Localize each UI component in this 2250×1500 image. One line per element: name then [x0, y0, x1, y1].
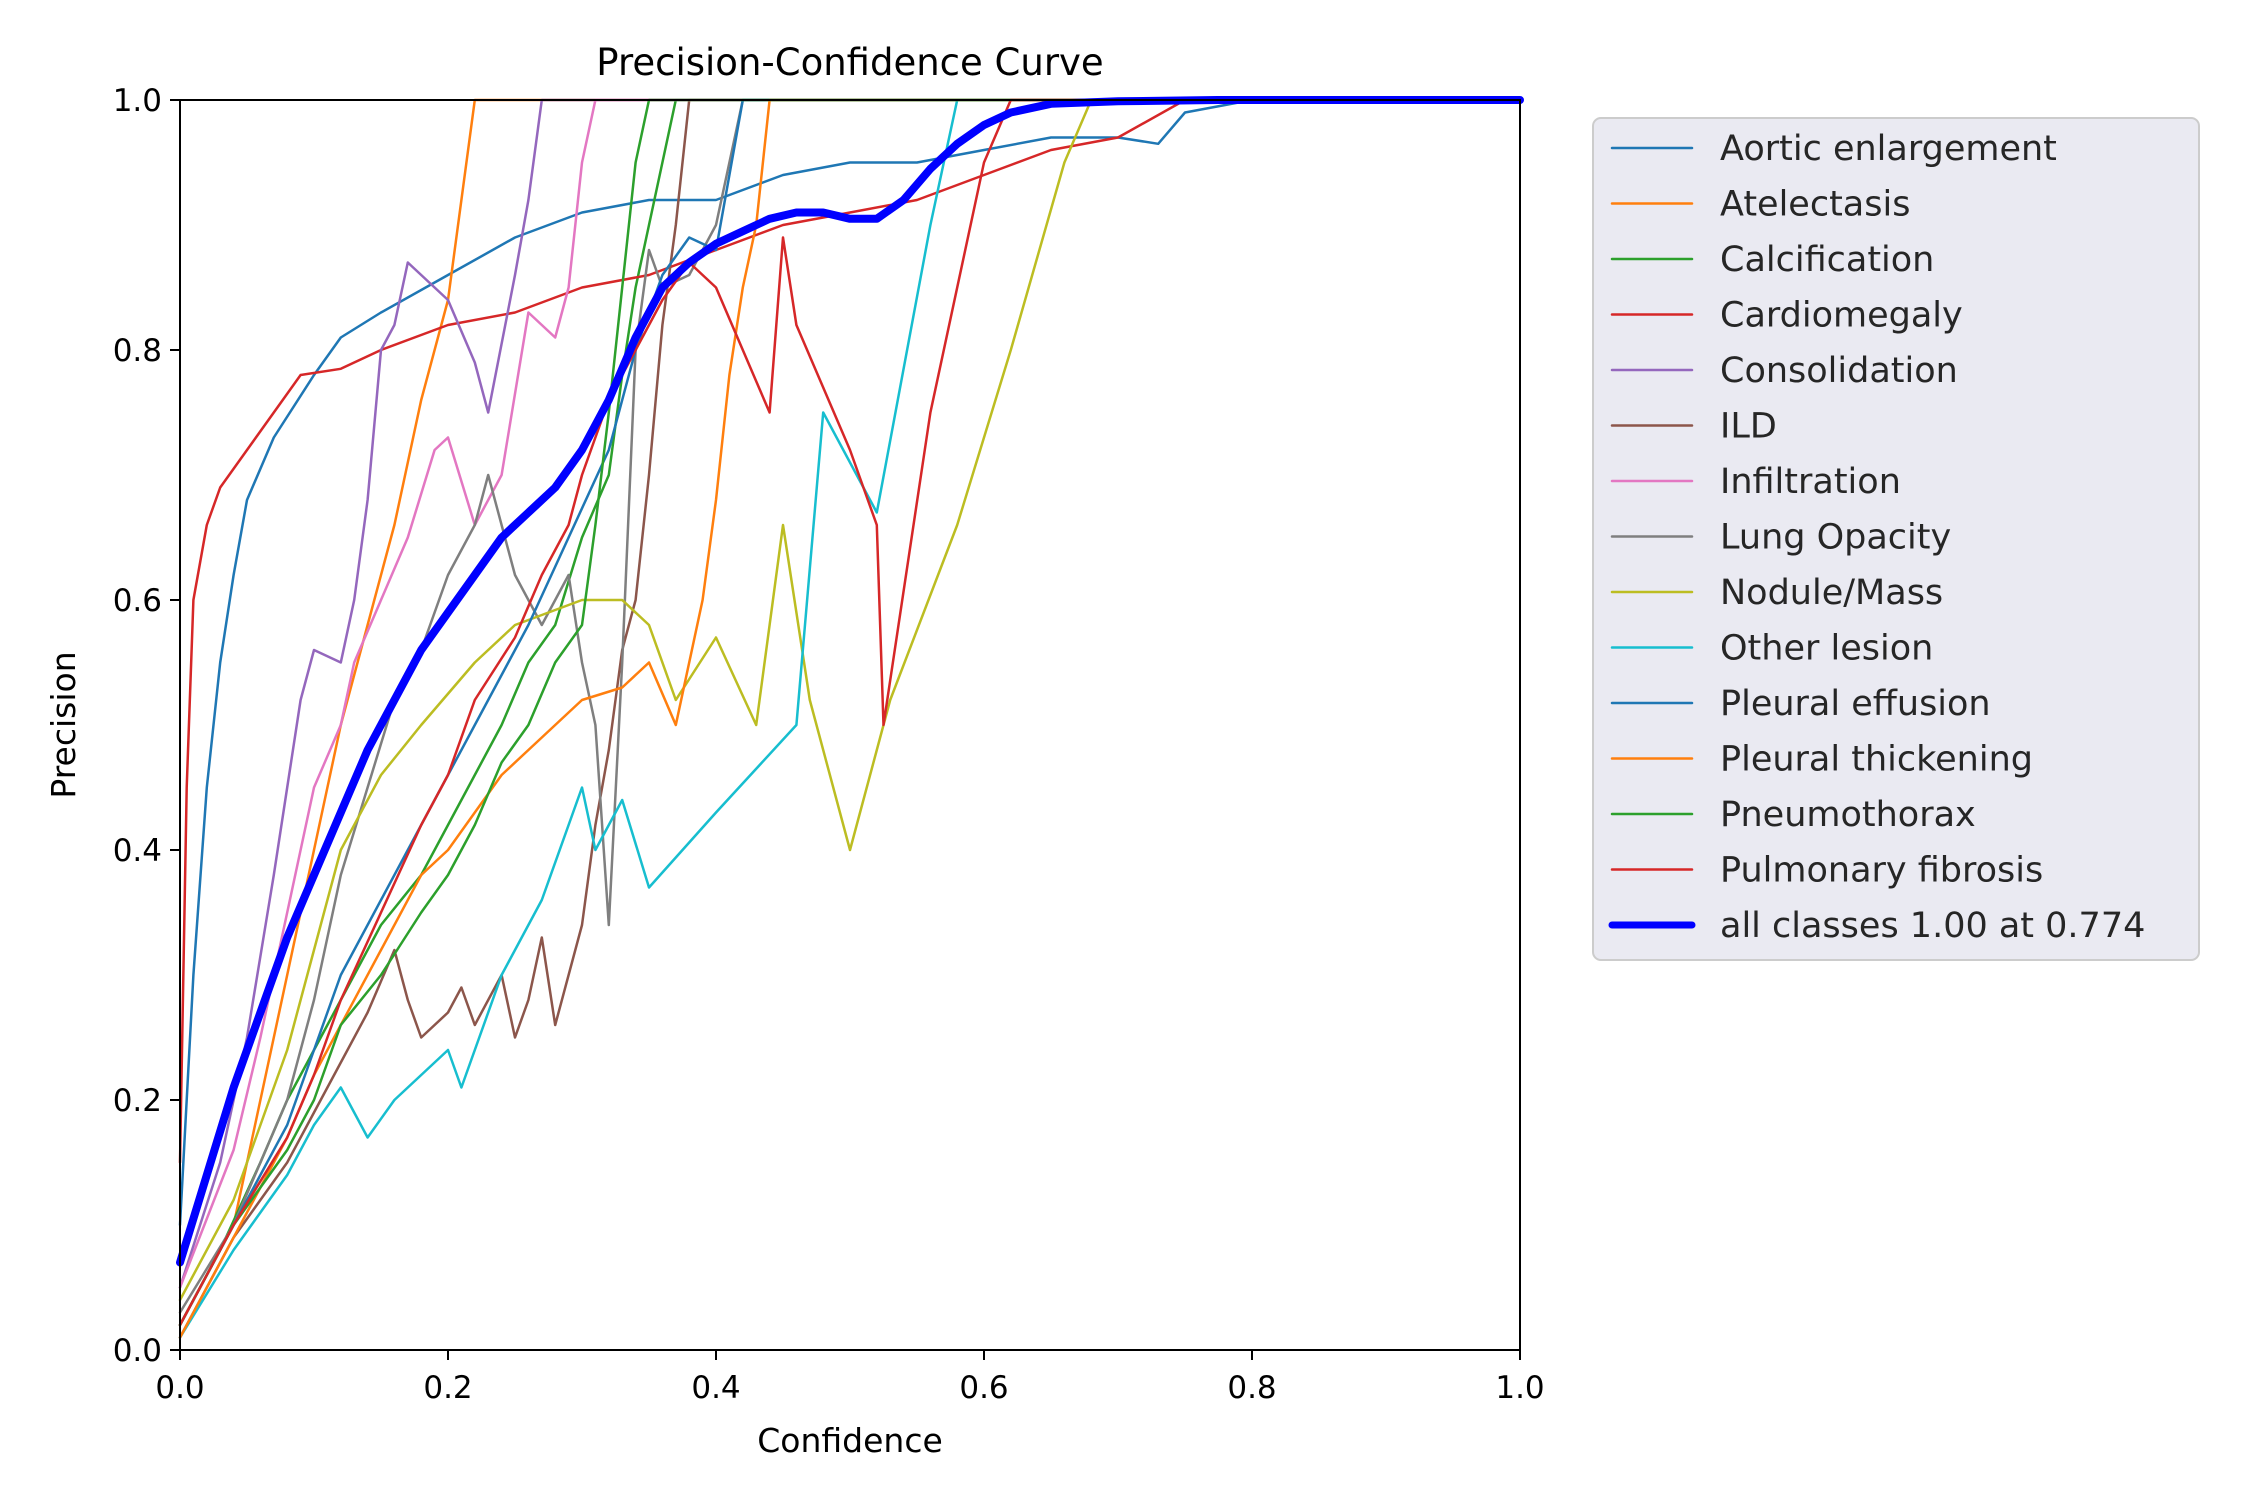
series-line-ild — [178, 98, 1522, 1339]
legend-item: Atelectasis — [1610, 185, 1910, 225]
legend-label: Lung Opacity — [1720, 518, 1951, 558]
legend-label: Aortic enlargement — [1720, 129, 2057, 169]
legend-label: Infiltration — [1720, 462, 1901, 502]
series-line-infiltration — [178, 98, 1522, 1289]
series-line-pneumothorax — [178, 98, 1522, 1327]
legend-item: Consolidation — [1610, 351, 1958, 391]
legend-label: Cardiomegaly — [1720, 296, 1963, 336]
legend-item: Pulmonary fibrosis — [1610, 851, 2043, 891]
legend-label: ILD — [1720, 407, 1777, 447]
series-layer — [176, 96, 1524, 1339]
y-axis-title: Precision — [44, 651, 83, 798]
plot-background — [180, 100, 1520, 1350]
series-line-pleural-effusion — [178, 98, 1522, 1327]
legend-item: Calcification — [1610, 240, 1934, 280]
legend-item: Nodule/Mass — [1610, 573, 1943, 613]
legend-label: Pulmonary fibrosis — [1720, 851, 2043, 891]
y-tick-label: 0.6 — [113, 583, 162, 619]
x-tick-label: 0.0 — [155, 1370, 204, 1406]
series-line-all-classes-1-00-at-0-774 — [176, 96, 1524, 1267]
plot-area — [176, 96, 1524, 1351]
legend-item: Pleural thickening — [1610, 740, 2033, 780]
legend-item: Pleural effusion — [1610, 684, 1991, 724]
x-tick-label: 0.6 — [959, 1370, 1008, 1406]
legend-label: all classes 1.00 at 0.774 — [1720, 906, 2145, 946]
legend-item: Other lesion — [1610, 629, 1933, 669]
legend-item: Lung Opacity — [1610, 518, 1951, 558]
series-line-nodule-mass — [178, 98, 1522, 1302]
x-tick-label: 0.8 — [1227, 1370, 1276, 1406]
legend-label: Other lesion — [1720, 629, 1933, 669]
plot-frame — [179, 99, 1521, 1351]
x-axis-title: Confidence — [757, 1421, 943, 1460]
legend-item: Cardiomegaly — [1610, 296, 1963, 336]
legend-label: Atelectasis — [1720, 185, 1910, 225]
legend-label: Pleural effusion — [1720, 684, 1991, 724]
legend: Aortic enlargement Atelectasis Calcificati… — [1592, 117, 2200, 961]
legend-entries: Aortic enlargement Atelectasis Calcificati… — [1608, 129, 2145, 946]
y-tick-label: 0.2 — [113, 1083, 162, 1119]
series-line-pulmonary-fibrosis — [178, 98, 1522, 1327]
series-line-pleural-thickening — [178, 98, 1522, 1339]
legend-item: ILD — [1610, 407, 1777, 447]
y-tick-label: 0.0 — [113, 1333, 162, 1369]
x-tick-label: 0.4 — [691, 1370, 740, 1406]
legend-label: Nodule/Mass — [1720, 573, 1943, 613]
series-line-calcification — [178, 98, 1522, 1327]
y-tick-label: 0.8 — [113, 333, 162, 369]
legend-item: Aortic enlargement — [1610, 129, 2057, 169]
legend-item: all classes 1.00 at 0.774 — [1608, 906, 2145, 946]
x-axis: 0.0 0.2 0.4 0.6 0.8 1.0 — [155, 1350, 1545, 1406]
legend-item: Pneumothorax — [1610, 795, 1976, 835]
x-tick-label: 1.0 — [1495, 1370, 1544, 1406]
chart-title: Precision-Confidence Curve — [596, 41, 1103, 84]
legend-label: Calcification — [1720, 240, 1934, 280]
x-tick-label: 0.2 — [423, 1370, 472, 1406]
legend-label: Pleural thickening — [1720, 740, 2033, 780]
legend-item: Infiltration — [1610, 462, 1901, 502]
legend-label: Pneumothorax — [1720, 795, 1976, 835]
series-line-cardiomegaly — [178, 98, 1522, 1164]
legend-box — [1592, 117, 2200, 961]
y-tick-label: 0.4 — [113, 833, 162, 869]
y-tick-label: 1.0 — [113, 83, 162, 119]
legend-label: Consolidation — [1720, 351, 1958, 391]
series-line-consolidation — [178, 98, 1522, 1289]
y-axis: 0.0 0.2 0.4 0.6 0.8 1.0 — [113, 83, 180, 1369]
series-line-other-lesion — [178, 98, 1522, 1339]
